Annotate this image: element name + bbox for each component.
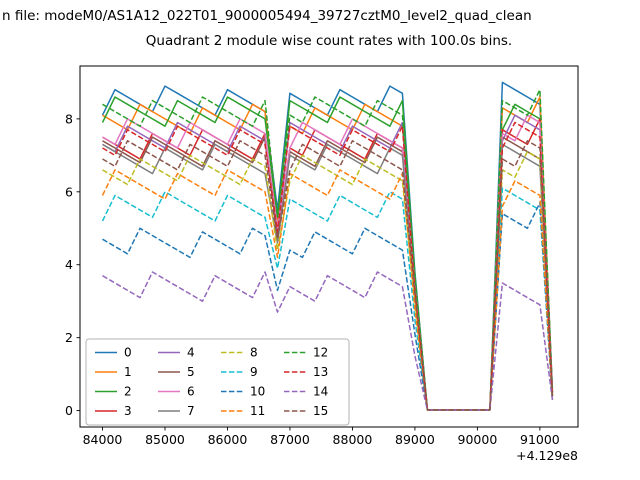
x-tick-label: 86000 (208, 432, 248, 447)
x-tick-label: 88000 (333, 432, 373, 447)
legend-label-15: 15 (313, 404, 328, 418)
legend-label-4: 4 (187, 346, 195, 360)
series-line-12 (102, 88, 554, 411)
x-tick-label: 87000 (270, 432, 310, 447)
series-line-11 (101, 169, 554, 411)
legend-label-10: 10 (250, 385, 265, 399)
legend-label-13: 13 (313, 365, 328, 379)
y-tick-label: 2 (65, 330, 73, 345)
x-axis-offset-label: +4.129e8 (516, 448, 578, 463)
y-tick-label: 4 (65, 257, 73, 272)
x-axis: 84000 85000 86000 87000 88000 89000 90000 91000… (83, 427, 578, 463)
legend-label-5: 5 (187, 365, 195, 379)
legend-label-9: 9 (250, 365, 258, 379)
legend-label-11: 11 (250, 404, 265, 418)
y-tick-label: 0 (65, 403, 73, 418)
legend-label-14: 14 (313, 385, 328, 399)
axes-title: Quadrant 2 module wise count rates with … (145, 33, 513, 49)
legend-label-1: 1 (124, 365, 132, 379)
legend-label-8: 8 (250, 346, 258, 360)
figure-suptitle: n file: modeM0/AS1A12_022T01_9000005494_… (2, 8, 532, 24)
legend-label-0: 0 (124, 346, 132, 360)
x-tick-label: 89000 (395, 432, 435, 447)
legend-label-6: 6 (187, 385, 195, 399)
x-tick-label: 84000 (83, 432, 123, 447)
y-tick-label: 6 (65, 184, 73, 199)
y-axis: 0 2 4 6 8 (65, 111, 80, 418)
axes-frame (79, 65, 579, 428)
x-tick-label: 85000 (145, 432, 185, 447)
legend-label-7: 7 (187, 404, 195, 418)
series-line-9 (101, 187, 554, 411)
x-tick-label: 91000 (520, 432, 560, 447)
legend-label-12: 12 (313, 346, 328, 360)
x-tick-label: 90000 (458, 432, 498, 447)
legend-frame (85, 338, 350, 426)
series-line-15 (102, 140, 554, 411)
legend-label-3: 3 (124, 404, 132, 418)
series-lines (101, 81, 554, 411)
legend-label-2: 2 (124, 385, 132, 399)
y-tick-label: 8 (65, 111, 73, 126)
